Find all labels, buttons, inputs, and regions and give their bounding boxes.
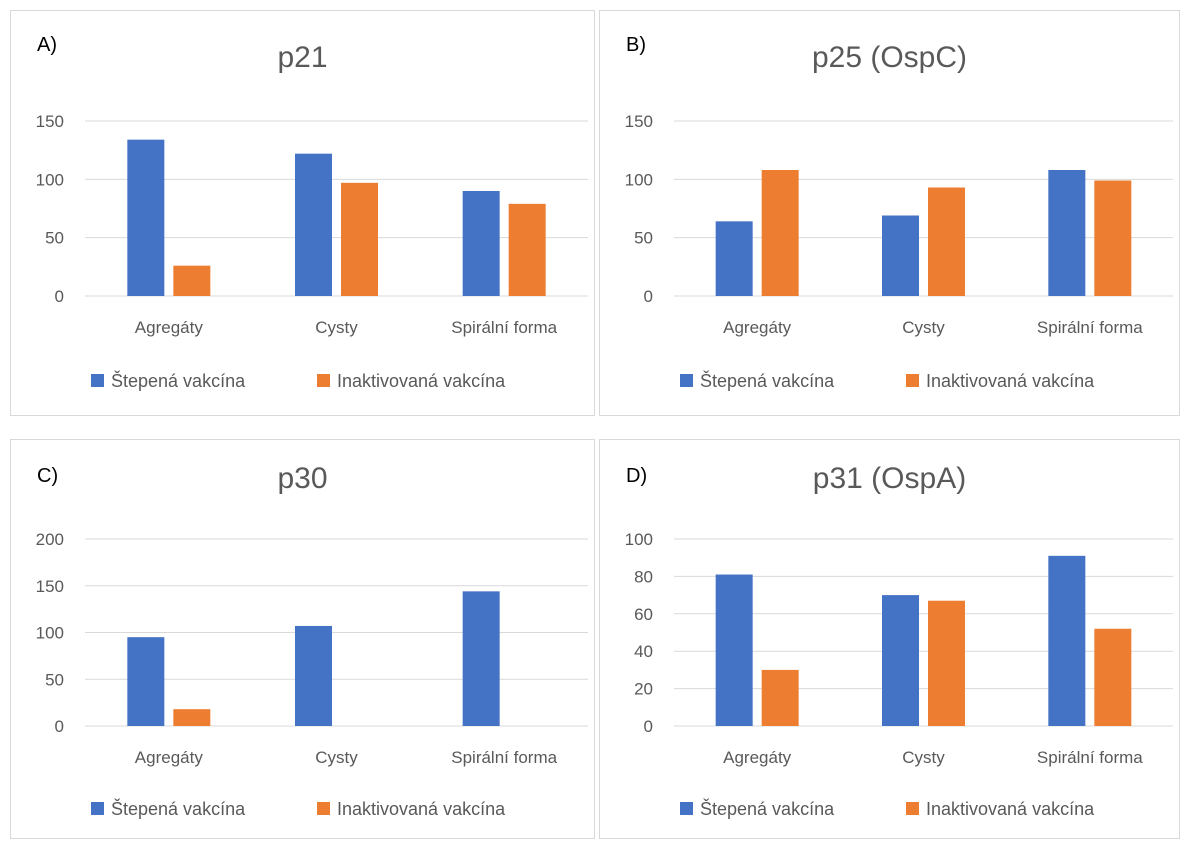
y-tick-label: 150 — [36, 577, 64, 596]
bar-a-s1-c3 — [462, 191, 500, 296]
y-tick-label: 50 — [45, 229, 64, 248]
bar-a-s2-c3 — [508, 203, 546, 296]
y-tick-label: 0 — [644, 717, 653, 736]
category-label: Spirální forma — [451, 318, 557, 337]
category-label: Spirální forma — [1037, 748, 1143, 767]
chart-title: p21 — [277, 41, 327, 74]
legend-label: Inaktivovaná vakcína — [926, 371, 1095, 391]
legend-swatch — [317, 374, 330, 387]
bar-b-s2-c1 — [761, 170, 799, 296]
chart-title: p25 (OspC) — [812, 41, 967, 74]
panel-label: A) — [37, 34, 57, 56]
legend-swatch — [91, 374, 104, 387]
category-label: Spirální forma — [451, 748, 557, 767]
legend-swatch — [680, 802, 693, 815]
bar-d-s1-c3 — [1048, 555, 1086, 726]
y-tick-label: 50 — [634, 229, 653, 248]
y-tick-label: 60 — [634, 605, 653, 624]
panel-label: B) — [626, 34, 646, 56]
legend-label: Inaktivovaná vakcína — [926, 799, 1095, 819]
chart-panel-d: D) p31 (OspA) 0 20 40 60 80 100 Agregáty Cysty Spi… — [599, 439, 1180, 839]
category-label: Cysty — [902, 318, 945, 337]
bar-b-s2-c2 — [928, 187, 965, 296]
y-tick-label: 40 — [634, 642, 653, 661]
chart-panel-a: A) p21 0 50 100 150 Agregáty Cysty Spirální form… — [10, 10, 595, 416]
bar-d-s2-c1 — [761, 669, 799, 726]
bar-b-s1-c1 — [715, 221, 753, 296]
category-label: Agregáty — [135, 318, 204, 337]
legend-label: Inaktivovaná vakcína — [337, 371, 506, 391]
y-tick-label: 50 — [45, 670, 64, 689]
legend: Štepená vakcína Inaktivovaná vakcína — [91, 798, 506, 819]
chart-panel-b: B) p25 (OspC) 0 50 100 150 Agregáty Cysty Spirál… — [599, 10, 1180, 416]
y-tick-label: 150 — [625, 112, 653, 131]
category-label: Cysty — [315, 748, 358, 767]
chart-svg: C) p30 0 50 100 150 200 Agregáty Cysty Spirální f… — [36, 462, 588, 819]
y-tick-label: 0 — [55, 717, 64, 736]
y-tick-label: 200 — [36, 530, 64, 549]
y-tick-label: 0 — [644, 287, 653, 306]
y-tick-label: 20 — [634, 680, 653, 699]
y-tick-label: 100 — [625, 170, 653, 189]
chart-svg: D) p31 (OspA) 0 20 40 60 80 100 Agregáty Cysty Spi… — [625, 462, 1173, 819]
y-tick-label: 100 — [36, 624, 64, 643]
panel-label: D) — [626, 465, 647, 487]
legend-label: Štepená vakcína — [111, 370, 246, 391]
panel-label: C) — [37, 465, 58, 487]
bar-a-s2-c2 — [341, 182, 378, 296]
y-tick-label: 80 — [634, 567, 653, 586]
chart-panel-c: C) p30 0 50 100 150 200 Agregáty Cysty Spirální f… — [10, 439, 595, 839]
category-label: Spirální forma — [1037, 318, 1143, 337]
legend-label: Inaktivovaná vakcína — [337, 799, 506, 819]
y-tick-label: 0 — [55, 287, 64, 306]
category-label: Agregáty — [723, 318, 792, 337]
chart-svg: B) p25 (OspC) 0 50 100 150 Agregáty Cysty Spirál… — [625, 34, 1173, 391]
y-tick-label: 150 — [36, 112, 64, 131]
bar-c-s2-c1 — [173, 709, 211, 726]
bar-c-s1-c2 — [295, 625, 332, 726]
bar-a-s1-c2 — [295, 153, 332, 296]
category-label: Cysty — [902, 748, 945, 767]
y-tick-label: 100 — [625, 530, 653, 549]
legend: Štepená vakcína Inaktivovaná vakcína — [680, 798, 1095, 819]
legend-swatch — [906, 374, 919, 387]
bar-d-s2-c3 — [1094, 628, 1132, 726]
legend-swatch — [91, 802, 104, 815]
bar-d-s2-c2 — [928, 600, 965, 726]
legend-swatch — [317, 802, 330, 815]
bar-b-s2-c3 — [1094, 180, 1132, 296]
legend-label: Štepená vakcína — [700, 370, 835, 391]
legend-label: Štepená vakcína — [111, 798, 246, 819]
bar-b-s1-c3 — [1048, 170, 1086, 296]
bar-c-s1-c1 — [127, 637, 165, 726]
category-label: Cysty — [315, 318, 358, 337]
chart-title: p30 — [277, 462, 327, 495]
y-tick-label: 100 — [36, 170, 64, 189]
chart-svg: A) p21 0 50 100 150 Agregáty Cysty Spirální form… — [36, 34, 588, 391]
bar-d-s1-c2 — [882, 595, 919, 726]
chart-title: p31 (OspA) — [813, 462, 966, 495]
bar-c-s1-c3 — [462, 591, 500, 726]
category-label: Agregáty — [135, 748, 204, 767]
category-label: Agregáty — [723, 748, 792, 767]
legend-label: Štepená vakcína — [700, 798, 835, 819]
legend: Štepená vakcína Inaktivovaná vakcína — [91, 370, 506, 391]
bar-a-s2-c1 — [173, 265, 211, 296]
legend: Štepená vakcína Inaktivovaná vakcína — [680, 370, 1095, 391]
bar-b-s1-c2 — [882, 215, 919, 296]
legend-swatch — [680, 374, 693, 387]
bar-a-s1-c1 — [127, 139, 165, 296]
legend-swatch — [906, 802, 919, 815]
bar-d-s1-c1 — [715, 574, 753, 726]
